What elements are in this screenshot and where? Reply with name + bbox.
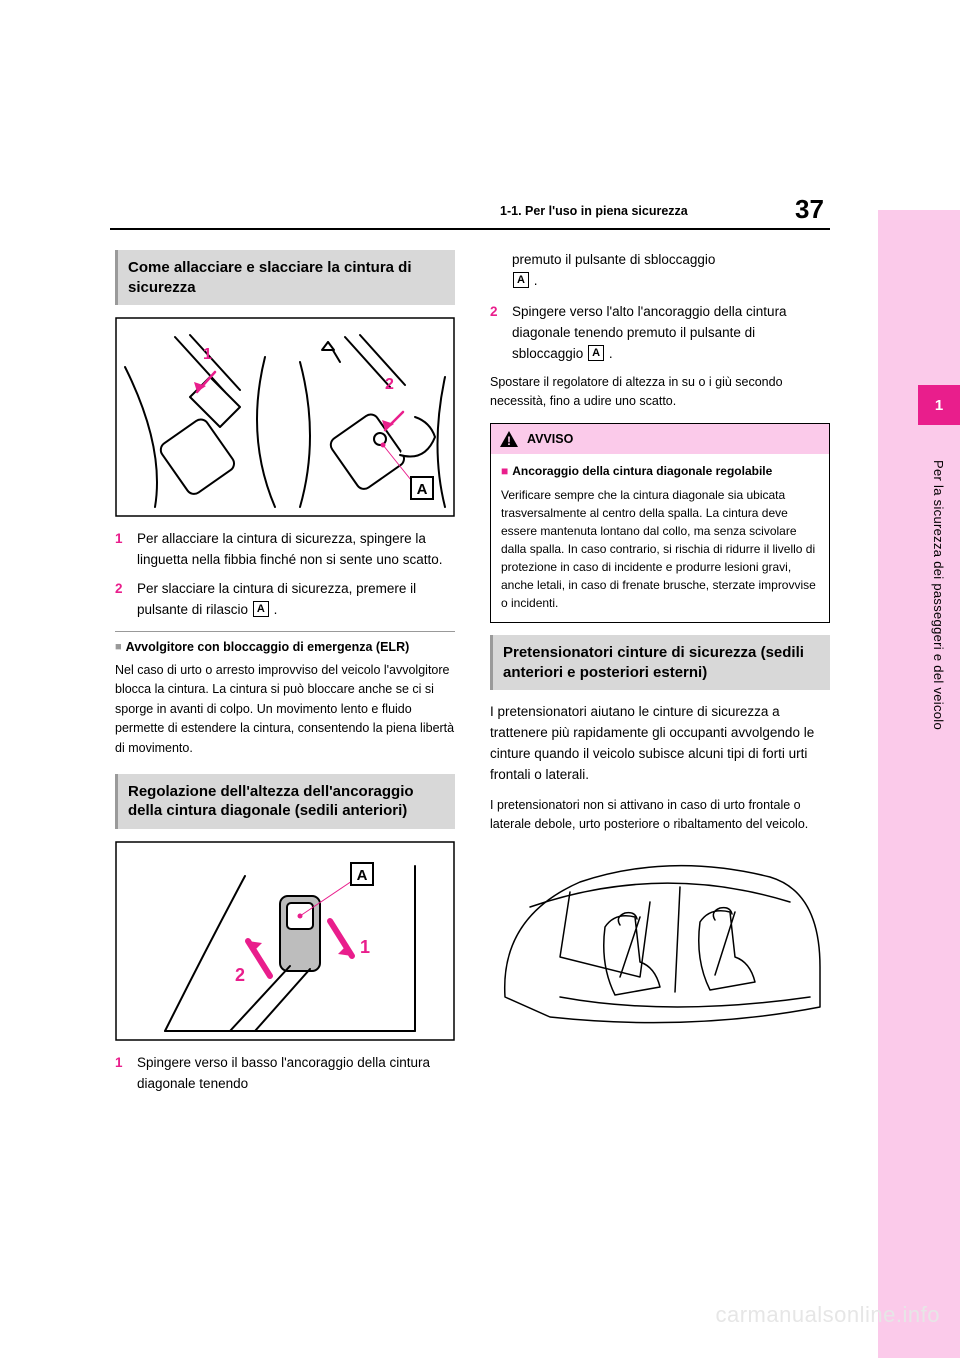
para-pretensioners-1: I pretensionatori aiutano le cinture di …: [490, 702, 830, 786]
illus1-label-1: 1: [203, 346, 212, 363]
section-head-fasten-belt: Come allacciare e slacciare la cintura d…: [115, 250, 455, 305]
side-tab-pink: [878, 210, 960, 1358]
illus1-label-A: A: [411, 477, 433, 499]
step-number: 1: [115, 529, 137, 571]
sub-head-elr: ■ Avvolgitore con bloccaggio di emergenz…: [115, 640, 455, 655]
note-text: Spostare il regolatore di altezza in su …: [490, 373, 830, 412]
cont-text: premuto il pulsante di sbloccaggio A .: [512, 250, 830, 292]
warning-body: ■ Ancoraggio della cintura diagonale reg…: [491, 454, 829, 622]
sub-head-text: Avvolgitore con bloccaggio di emergenza …: [126, 640, 410, 655]
illus2-label-1: 1: [360, 937, 370, 957]
section-head-height-adjust: Regolazione dell'altezza dell'ancoraggio…: [115, 774, 455, 829]
left-column: Come allacciare e slacciare la cintura d…: [115, 250, 455, 1103]
warning-head: ! AVVISO: [491, 424, 829, 454]
step-text: Spingere verso l'alto l'ancoraggio della…: [512, 302, 830, 365]
step-push-up: 2 Spingere verso l'alto l'ancoraggio del…: [490, 302, 830, 365]
bullet-icon: ■: [115, 640, 122, 655]
bullet-icon: ■: [501, 462, 508, 480]
step-text: Per allacciare la cintura di sicurezza, …: [137, 529, 455, 571]
warning-title: AVVISO: [527, 432, 573, 446]
ref-box-A: A: [253, 601, 269, 617]
svg-text:A: A: [357, 867, 368, 884]
cont-text-part: premuto il pulsante di sbloccaggio: [512, 252, 715, 267]
step-number: 1: [115, 1053, 137, 1095]
step-text: Per slacciare la cintura di sicurezza, p…: [137, 579, 455, 621]
step-push-down: 1 Spingere verso il basso l'ancoraggio d…: [115, 1053, 455, 1095]
warning-sub-title: ■ Ancoraggio della cintura diagonale reg…: [501, 462, 819, 480]
divider: [115, 631, 455, 632]
header-divider: [110, 228, 830, 230]
step-unfasten: 2 Per slacciare la cintura di sicurezza,…: [115, 579, 455, 621]
warning-body-text: Verificare sempre che la cintura diagona…: [501, 486, 819, 612]
svg-text:A: A: [417, 481, 428, 498]
illustration-fasten-belt: 1 2 A: [115, 317, 455, 517]
chapter-number: 1: [935, 397, 943, 414]
step-number: 2: [490, 302, 512, 365]
step-text: Spingere verso il basso l'ancoraggio del…: [137, 1053, 455, 1095]
right-column: premuto il pulsante di sbloccaggio A . 2…: [490, 250, 830, 1049]
header-section-label: 1-1. Per l'uso in piena sicurezza: [500, 204, 688, 218]
illus2-label-2: 2: [235, 965, 245, 985]
page-number: 37: [795, 194, 824, 225]
watermark: carmanualsonline.info: [715, 1302, 940, 1328]
illus2-label-A: A: [351, 863, 373, 885]
svg-text:!: !: [507, 434, 511, 448]
side-tab-chapter-number: 1: [918, 385, 960, 425]
step-number: 2: [115, 579, 137, 621]
sub-text-elr: Nel caso di urto o arresto improvviso de…: [115, 661, 455, 758]
ref-box-A: A: [588, 345, 604, 361]
step-text-part: Spingere verso l'alto l'ancoraggio della…: [512, 304, 787, 361]
para-pretensioners-2: I pretensionatori non si attivano in cas…: [490, 796, 830, 835]
ref-box-A: A: [513, 272, 529, 288]
step-fasten: 1 Per allacciare la cintura di sicurezza…: [115, 529, 455, 571]
illustration-height-adjust: A 1 2: [115, 841, 455, 1041]
warning-icon: !: [499, 430, 519, 448]
side-chapter-label: Per la sicurezza dei passeggeri e del ve…: [931, 460, 946, 730]
illustration-cabin: [490, 847, 830, 1037]
section-head-pretensioners: Pretensionatori cinture di sicurezza (se…: [490, 635, 830, 690]
warning-box: ! AVVISO ■ Ancoraggio della cintura diag…: [490, 423, 830, 623]
step-text-part: Per slacciare la cintura di sicurezza, p…: [137, 581, 416, 617]
illus1-label-2: 2: [385, 376, 394, 393]
warning-sub-title-text: Ancoraggio della cintura diagonale regol…: [512, 462, 772, 480]
